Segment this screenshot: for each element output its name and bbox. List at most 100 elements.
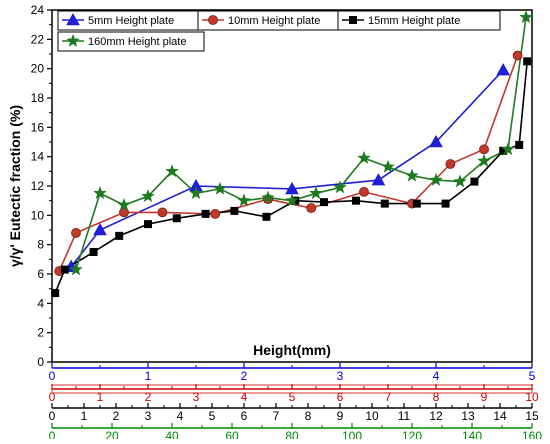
series-2-point [412, 199, 421, 208]
y-tick-label: 6 [37, 267, 44, 281]
series-1-point [71, 228, 81, 238]
series-3-point [285, 193, 299, 207]
x-axis-1-tick-label: 6 [337, 390, 344, 404]
x-axis-2-tick-label: 6 [241, 409, 248, 423]
y-tick-label: 10 [31, 208, 45, 222]
x-axis-3-tick-label: 0 [49, 429, 56, 439]
y-axis-title: γ/γ' Eutectic fraction (%) [7, 105, 23, 267]
series-0-point [371, 173, 386, 186]
x-axis-3-tick-label: 100 [342, 429, 362, 439]
x-axis-2-tick-label: 5 [209, 409, 216, 423]
x-axis-1-tick-label: 10 [525, 390, 539, 404]
series-3-point [213, 181, 227, 195]
y-tick-label: 12 [31, 179, 45, 193]
x-axis-1-tick-label: 5 [289, 390, 296, 404]
legend-box-2 [337, 10, 501, 31]
series-0-line [70, 69, 504, 268]
x-axis-2-tick-label: 3 [145, 409, 152, 423]
legend-label-1: 10mm Height plate [228, 15, 320, 27]
y-tick-label: 4 [37, 296, 44, 310]
series-1-point [445, 159, 456, 169]
series-2-line [54, 61, 528, 294]
x-axis-1-tick-label: 0 [49, 390, 56, 404]
y-tick-label: 14 [31, 150, 45, 164]
series-2-point [230, 206, 239, 215]
x-axis-0-tick-label: 4 [433, 369, 440, 383]
x-axis-2-tick-label: 13 [461, 409, 475, 423]
y-tick-label: 0 [37, 355, 44, 369]
series-3-point [333, 180, 347, 194]
x-axis-0-tick-label: 1 [145, 369, 152, 383]
x-axis-2-tick-label: 0 [49, 409, 56, 423]
series-3-point [165, 164, 179, 178]
series-3-point [357, 150, 371, 164]
series-3-point [519, 10, 533, 24]
legend-label-2: 15mm Height plate [368, 15, 460, 27]
x-axis-3-tick-label: 40 [165, 429, 179, 439]
series-2-point [320, 198, 328, 207]
series-1-point [306, 203, 317, 213]
series-2-point [115, 231, 124, 240]
x-axis-2-tick-label: 12 [429, 409, 443, 423]
series-3-point [117, 197, 131, 211]
series-0-point [93, 222, 107, 236]
legend-marker-0 [66, 12, 80, 26]
legend-label-0: 5mm Height plate [88, 15, 174, 27]
series-2-point [380, 199, 389, 208]
x-axis-2-tick-label: 9 [337, 409, 344, 423]
x-axis-2-tick-label: 15 [525, 409, 539, 423]
series-3-point [69, 262, 83, 276]
series-2-point [201, 209, 210, 218]
series-2-point [352, 196, 360, 205]
x-axis-1-tick-label: 7 [385, 390, 392, 404]
series-3-point [141, 189, 155, 203]
series-1-point [479, 144, 489, 155]
x-axis-1-tick-label: 8 [433, 390, 440, 404]
series-2-point [470, 177, 479, 186]
x-axis-title: Height(mm) [253, 342, 331, 358]
x-axis-0-tick-label: 0 [49, 369, 56, 383]
x-axis-3-tick-label: 80 [285, 429, 299, 439]
series-1-point [359, 186, 369, 197]
x-axis-1-tick-label: 2 [145, 390, 152, 404]
series-3-point [429, 172, 443, 186]
x-axis-2-tick-label: 1 [81, 409, 88, 423]
x-axis-2-tick-label: 8 [305, 409, 312, 423]
x-axis-1-tick-label: 9 [481, 390, 488, 404]
x-axis-1-tick-label: 3 [193, 390, 200, 404]
x-axis-2-tick-label: 11 [398, 409, 411, 423]
y-tick-label: 24 [31, 3, 45, 17]
series-1-point [512, 50, 523, 61]
series-3-point [189, 186, 203, 200]
legend-marker-3 [66, 33, 80, 47]
x-axis-3-tick-label: 160 [522, 429, 542, 439]
x-axis-0-tick-label: 5 [529, 369, 536, 383]
y-tick-label: 2 [37, 326, 44, 340]
y-tick-label: 16 [31, 120, 45, 134]
series-3-point [501, 142, 515, 156]
legend-marker-1 [208, 15, 218, 25]
series-2-point [515, 140, 524, 149]
legend-marker-2 [349, 16, 357, 24]
series-3-point [309, 186, 323, 200]
series-2-point [144, 220, 152, 229]
series-3-point [93, 186, 107, 200]
series-1-point [210, 208, 221, 219]
series-2-point [441, 199, 450, 208]
series-3-point [261, 190, 275, 204]
legend-label-3: 160mm Height plate [88, 36, 186, 48]
series-0-point [429, 134, 443, 148]
x-axis-3-tick-label: 120 [402, 429, 422, 439]
x-axis-3-tick-label: 60 [225, 429, 239, 439]
x-axis-1-tick-label: 4 [241, 390, 248, 404]
y-tick-label: 8 [37, 238, 44, 252]
y-tick-label: 20 [31, 62, 45, 76]
series-3-line [75, 17, 527, 270]
legend-box-3 [57, 31, 205, 52]
x-axis-2-tick-label: 7 [273, 409, 280, 423]
y-tick-label: 18 [31, 91, 45, 105]
x-axis-2-tick-label: 2 [113, 409, 120, 423]
series-2-point [60, 265, 69, 274]
series-3-point [477, 153, 491, 167]
